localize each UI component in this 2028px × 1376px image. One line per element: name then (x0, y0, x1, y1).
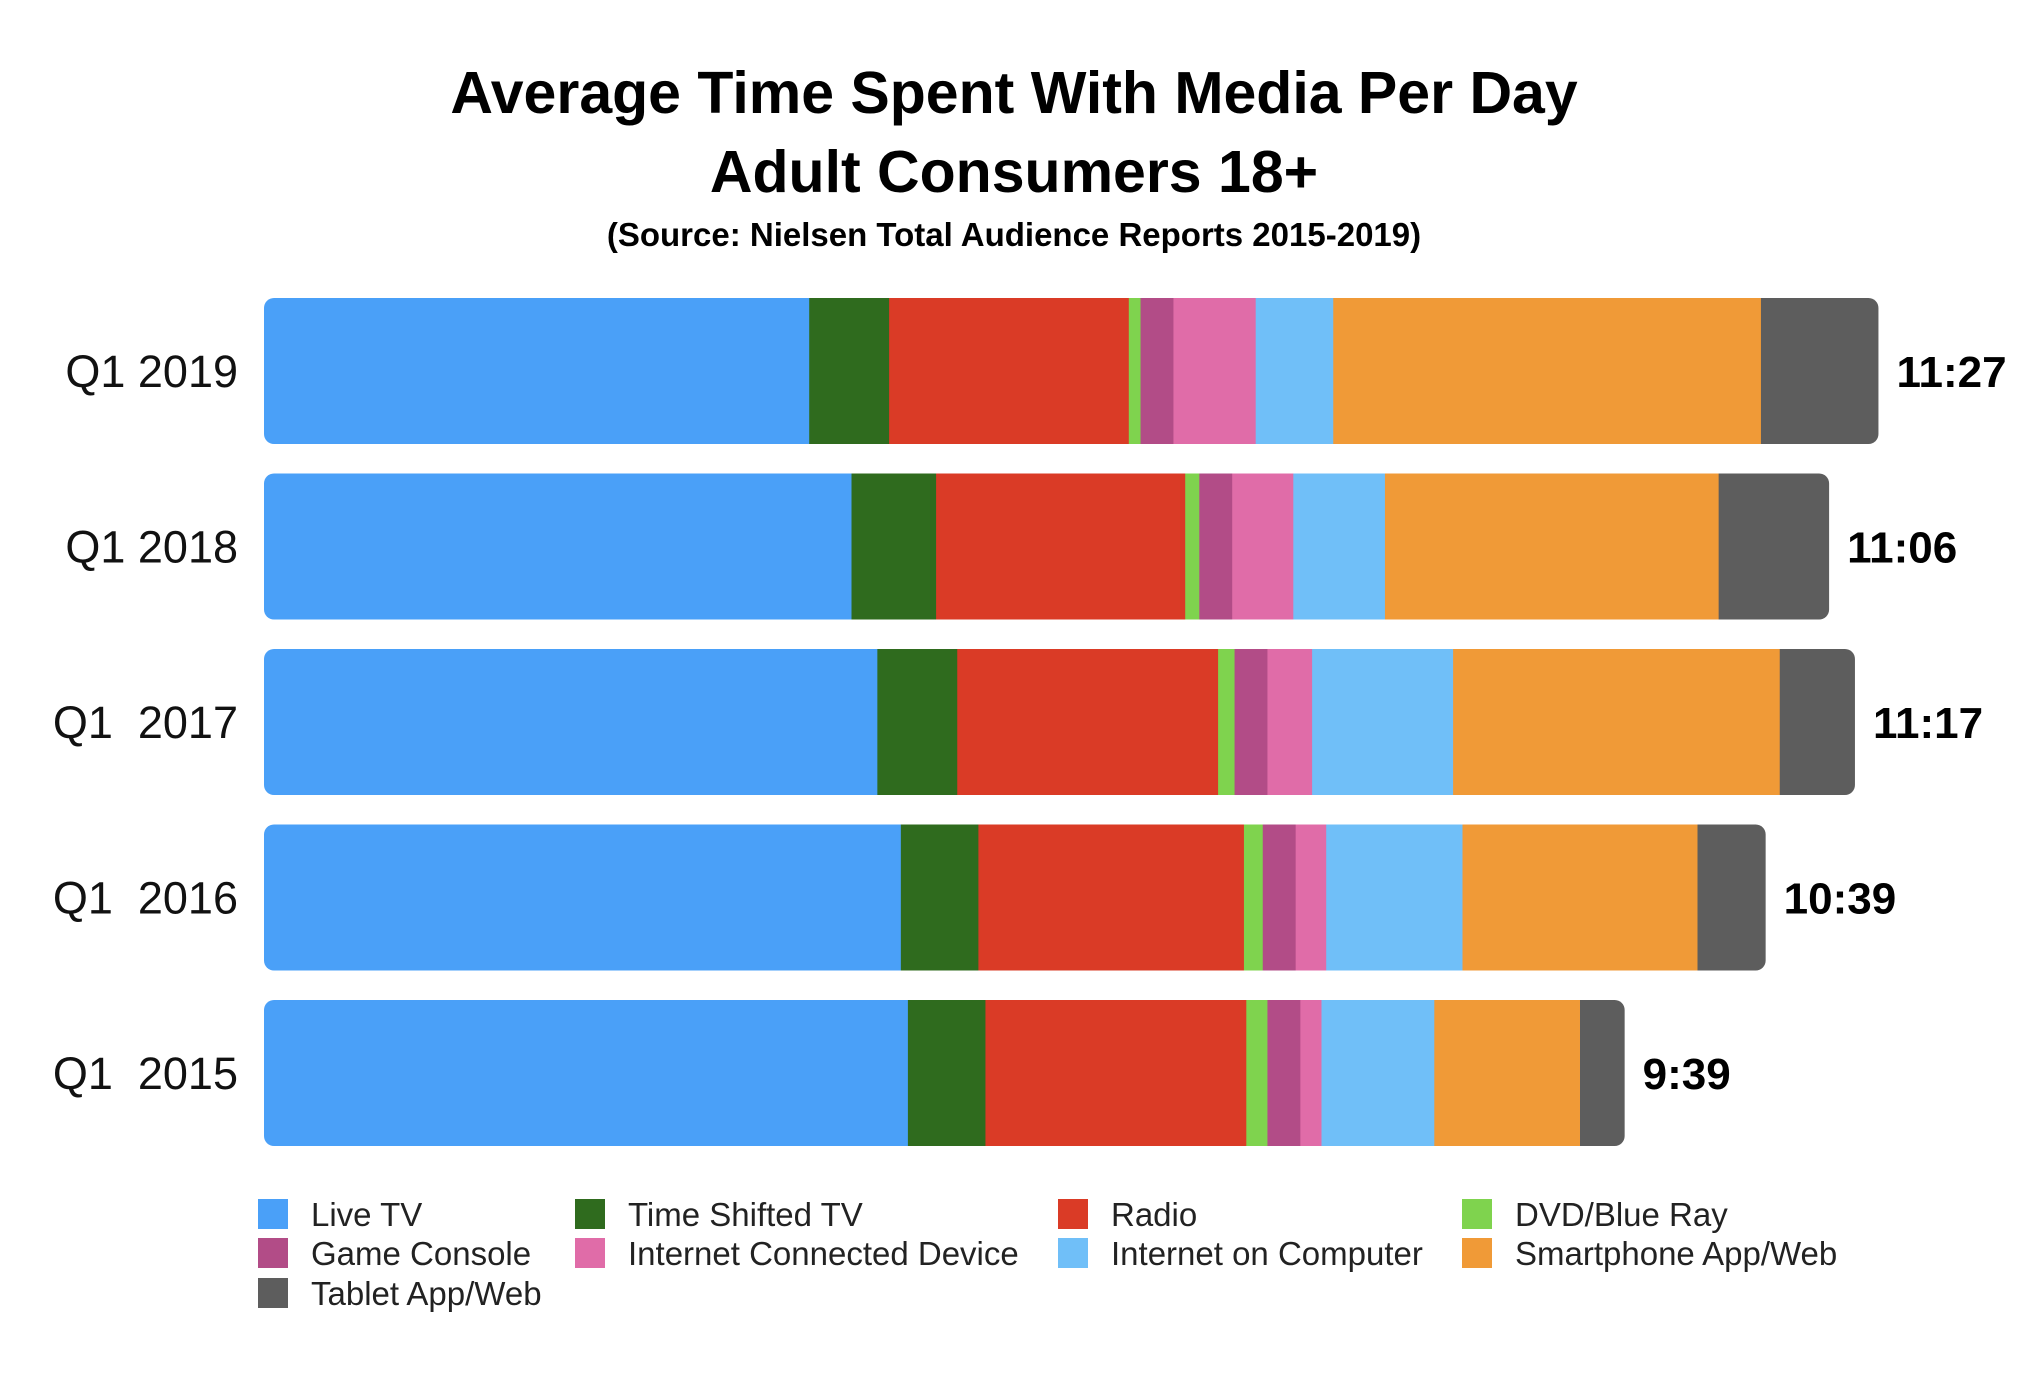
category-label: Q1 2018 (65, 522, 238, 573)
total-label: 9:39 (1643, 1050, 1731, 1099)
bar-segment-smartphone-app-web-q1-2019 (1333, 298, 1762, 444)
bar-segment-tablet-app-web-q1-2017 (1779, 649, 1855, 795)
legend-label: Tablet App/Web (311, 1275, 542, 1312)
bar-segment-dvd-blue-ray-q1-2018 (1185, 473, 1200, 620)
category-label: Q1 2017 (53, 697, 238, 748)
bar-segment-internet-on-computer-q1-2016 (1326, 824, 1464, 971)
legend-swatch (1058, 1199, 1088, 1229)
legend-label: Game Console (311, 1235, 531, 1272)
legend-swatch (575, 1199, 605, 1229)
legend: Live TV Time Shifted TV Radio DVD/Blue Ray G… (258, 1196, 1837, 1312)
total-label: 11:27 (1896, 348, 2006, 397)
bar-segment-radio-q1-2018 (936, 473, 1186, 620)
bar-row-q1-2018 (264, 473, 1830, 620)
total-labels-group: 11:27 11:06 11:17 10:39 9:39 (1643, 348, 2007, 1099)
legend-label: Internet on Computer (1111, 1235, 1423, 1272)
bar-segment-smartphone-app-web-q1-2017 (1453, 649, 1781, 795)
bars-group (264, 298, 1879, 1146)
legend-item-smartphone-app-web: Smartphone App/Web (1462, 1235, 1837, 1272)
bar-segment-live-tv-q1-2019 (264, 298, 810, 444)
bar-segment-radio-q1-2016 (978, 824, 1245, 971)
bar-segment-game-console-q1-2016 (1262, 824, 1297, 971)
legend-item-radio: Radio (1058, 1196, 1197, 1233)
category-label: Q1 2019 (65, 346, 238, 397)
bar-segment-game-console-q1-2018 (1199, 473, 1233, 620)
bar-segment-time-shifted-tv-q1-2018 (851, 473, 937, 620)
legend-label: DVD/Blue Ray (1515, 1196, 1728, 1233)
bar-segment-tablet-app-web-q1-2019 (1760, 298, 1879, 444)
category-label: Q1 2016 (53, 873, 238, 924)
legend-item-game-console: Game Console (258, 1235, 531, 1272)
bar-segment-live-tv-q1-2018 (264, 473, 853, 620)
category-labels-group: Q1 2019 Q1 2018 Q1 2017 Q1 2016 Q1 2015 (53, 346, 238, 1099)
bar-segment-dvd-blue-ray-q1-2016 (1243, 824, 1264, 971)
legend-swatch (258, 1199, 288, 1229)
bar-segment-live-tv-q1-2016 (264, 824, 902, 971)
bar-segment-internet-connected-device-q1-2015 (1300, 1000, 1323, 1146)
bar-segment-radio-q1-2017 (957, 649, 1219, 795)
legend-item-tablet-app-web: Tablet App/Web (258, 1275, 542, 1312)
bar-row-q1-2016 (264, 824, 1766, 971)
total-label: 10:39 (1784, 875, 1897, 924)
bar-row-q1-2015 (264, 1000, 1625, 1146)
legend-label: Time Shifted TV (628, 1196, 863, 1233)
bar-segment-internet-connected-device-q1-2019 (1173, 298, 1257, 444)
bar-segment-live-tv-q1-2015 (264, 1000, 909, 1146)
bar-segment-time-shifted-tv-q1-2017 (877, 649, 958, 795)
legend-item-internet-on-computer: Internet on Computer (1058, 1235, 1423, 1272)
bar-segment-time-shifted-tv-q1-2015 (907, 1000, 987, 1146)
legend-swatch (1462, 1238, 1492, 1268)
bar-segment-smartphone-app-web-q1-2016 (1462, 824, 1699, 971)
bar-segment-smartphone-app-web-q1-2018 (1384, 473, 1720, 620)
bar-row-q1-2017 (264, 649, 1855, 795)
bar-segment-radio-q1-2015 (985, 1000, 1247, 1146)
bar-segment-internet-on-computer-q1-2018 (1293, 473, 1386, 620)
legend-swatch (258, 1278, 288, 1308)
bar-segment-radio-q1-2019 (889, 298, 1130, 444)
chart-title-line-2: Adult Consumers 18+ (710, 139, 1318, 205)
legend-item-dvd-blue-ray: DVD/Blue Ray (1462, 1196, 1728, 1233)
legend-swatch (1462, 1199, 1492, 1229)
bar-segment-game-console-q1-2019 (1140, 298, 1175, 444)
bar-segment-tablet-app-web-q1-2015 (1580, 1000, 1625, 1146)
chart-subtitle: (Source: Nielsen Total Audience Reports … (607, 216, 1421, 253)
bar-segment-internet-on-computer-q1-2015 (1321, 1000, 1435, 1146)
total-label: 11:17 (1873, 699, 1983, 748)
bar-segment-dvd-blue-ray-q1-2017 (1218, 649, 1236, 795)
bar-segment-tablet-app-web-q1-2018 (1718, 473, 1830, 620)
bar-segment-dvd-blue-ray-q1-2015 (1246, 1000, 1269, 1146)
bar-segment-game-console-q1-2017 (1234, 649, 1269, 795)
legend-label: Internet Connected Device (628, 1235, 1019, 1272)
legend-swatch (258, 1238, 288, 1268)
total-label: 11:06 (1847, 524, 1957, 573)
chart-title-line-1: Average Time Spent With Media Per Day (450, 60, 1578, 126)
legend-item-live-tv: Live TV (258, 1196, 422, 1233)
bar-segment-game-console-q1-2015 (1267, 1000, 1301, 1146)
legend-label: Radio (1111, 1196, 1197, 1233)
category-label: Q1 2015 (53, 1048, 238, 1099)
bar-segment-time-shifted-tv-q1-2019 (809, 298, 890, 444)
bar-row-q1-2019 (264, 298, 1879, 444)
bar-segment-internet-connected-device-q1-2016 (1295, 824, 1327, 971)
bar-segment-internet-connected-device-q1-2017 (1267, 649, 1313, 795)
legend-item-internet-connected-device: Internet Connected Device (575, 1235, 1019, 1272)
bar-segment-tablet-app-web-q1-2016 (1697, 824, 1766, 971)
legend-swatch (1058, 1238, 1088, 1268)
bar-segment-smartphone-app-web-q1-2015 (1434, 1000, 1581, 1146)
bar-segment-live-tv-q1-2017 (264, 649, 878, 795)
bar-segment-internet-on-computer-q1-2019 (1255, 298, 1334, 444)
bar-segment-internet-on-computer-q1-2017 (1312, 649, 1454, 795)
bar-segment-time-shifted-tv-q1-2016 (900, 824, 979, 971)
bar-segment-dvd-blue-ray-q1-2019 (1128, 298, 1142, 444)
bar-segment-internet-connected-device-q1-2018 (1232, 473, 1294, 620)
legend-swatch (575, 1238, 605, 1268)
legend-label: Live TV (311, 1196, 422, 1233)
legend-item-time-shifted-tv: Time Shifted TV (575, 1196, 863, 1233)
legend-label: Smartphone App/Web (1515, 1235, 1837, 1272)
